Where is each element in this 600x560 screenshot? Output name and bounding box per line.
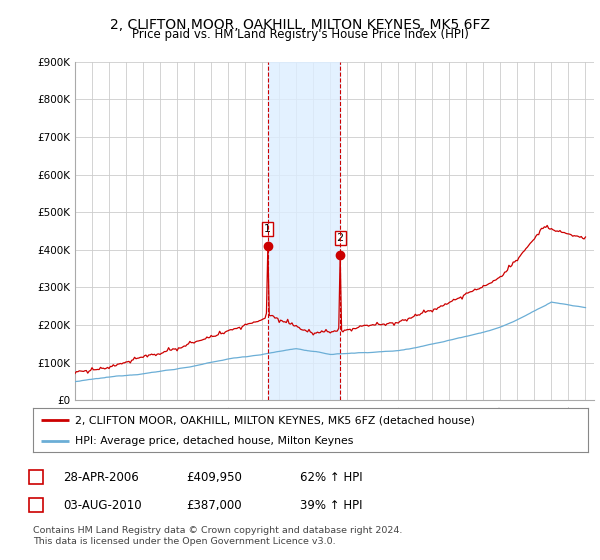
Text: 39% ↑ HPI: 39% ↑ HPI — [300, 498, 362, 512]
Text: £409,950: £409,950 — [186, 470, 242, 484]
Bar — [268, 62, 340, 400]
Text: Price paid vs. HM Land Registry's House Price Index (HPI): Price paid vs. HM Land Registry's House … — [131, 28, 469, 41]
Text: £387,000: £387,000 — [186, 498, 242, 512]
Text: 28-APR-2006: 28-APR-2006 — [63, 470, 139, 484]
Text: Contains HM Land Registry data © Crown copyright and database right 2024.
This d: Contains HM Land Registry data © Crown c… — [33, 526, 403, 546]
Text: 03-AUG-2010: 03-AUG-2010 — [63, 498, 142, 512]
Text: HPI: Average price, detached house, Milton Keynes: HPI: Average price, detached house, Milt… — [74, 436, 353, 446]
Text: 1: 1 — [32, 470, 40, 484]
Text: 2, CLIFTON MOOR, OAKHILL, MILTON KEYNES, MK5 6FZ: 2, CLIFTON MOOR, OAKHILL, MILTON KEYNES,… — [110, 18, 490, 32]
Text: 2, CLIFTON MOOR, OAKHILL, MILTON KEYNES, MK5 6FZ (detached house): 2, CLIFTON MOOR, OAKHILL, MILTON KEYNES,… — [74, 415, 475, 425]
Text: 62% ↑ HPI: 62% ↑ HPI — [300, 470, 362, 484]
Text: 2: 2 — [337, 232, 344, 242]
Text: 2: 2 — [32, 498, 40, 512]
Text: 1: 1 — [264, 224, 271, 234]
